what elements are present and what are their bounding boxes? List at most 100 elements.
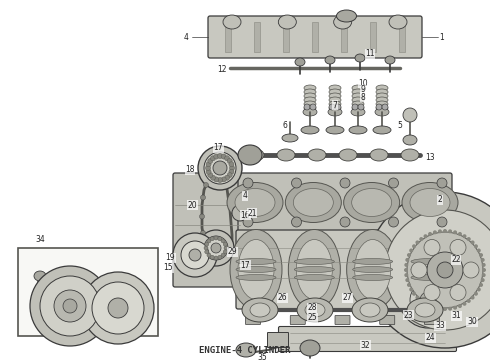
Text: 25: 25 [307, 314, 317, 323]
Ellipse shape [420, 292, 436, 308]
Ellipse shape [229, 162, 234, 167]
Ellipse shape [376, 101, 388, 107]
Ellipse shape [294, 258, 334, 265]
Ellipse shape [292, 178, 301, 188]
Ellipse shape [288, 230, 341, 310]
Ellipse shape [409, 248, 413, 252]
Ellipse shape [199, 214, 204, 219]
Ellipse shape [404, 263, 408, 267]
Text: 22: 22 [451, 256, 461, 265]
Ellipse shape [448, 229, 452, 233]
Text: 12: 12 [217, 66, 227, 75]
Ellipse shape [205, 166, 211, 171]
Ellipse shape [405, 258, 409, 262]
Text: 11: 11 [365, 49, 375, 58]
Text: 8: 8 [361, 93, 366, 102]
Ellipse shape [385, 210, 490, 330]
Text: ENGINE-4 CYLINDER: ENGINE-4 CYLINDER [199, 346, 291, 355]
Ellipse shape [308, 149, 326, 161]
Ellipse shape [416, 296, 419, 300]
Ellipse shape [376, 85, 388, 91]
Ellipse shape [329, 85, 341, 91]
Ellipse shape [450, 239, 466, 256]
Ellipse shape [236, 343, 256, 357]
Ellipse shape [243, 178, 253, 188]
Text: 4: 4 [243, 192, 247, 201]
Ellipse shape [206, 162, 211, 167]
Ellipse shape [340, 217, 350, 227]
Ellipse shape [443, 307, 447, 311]
Ellipse shape [413, 239, 449, 300]
Ellipse shape [376, 97, 388, 103]
Ellipse shape [376, 93, 388, 99]
Ellipse shape [295, 58, 305, 66]
Ellipse shape [325, 56, 335, 64]
Ellipse shape [352, 104, 358, 110]
Ellipse shape [329, 105, 341, 111]
Ellipse shape [477, 248, 481, 252]
Ellipse shape [355, 54, 365, 62]
Ellipse shape [355, 239, 391, 300]
Ellipse shape [305, 303, 325, 317]
Ellipse shape [207, 253, 211, 257]
Ellipse shape [227, 183, 283, 222]
Ellipse shape [433, 306, 437, 310]
Ellipse shape [376, 104, 382, 110]
Ellipse shape [213, 161, 227, 175]
Ellipse shape [304, 104, 310, 110]
Ellipse shape [214, 154, 219, 159]
Ellipse shape [373, 126, 391, 134]
Ellipse shape [238, 145, 262, 165]
Ellipse shape [405, 230, 457, 310]
Ellipse shape [353, 274, 392, 280]
Ellipse shape [352, 89, 364, 95]
Ellipse shape [479, 253, 483, 257]
Bar [341, 22, 347, 52]
Ellipse shape [438, 229, 442, 233]
Ellipse shape [479, 283, 483, 287]
Ellipse shape [229, 169, 234, 174]
Ellipse shape [236, 274, 276, 280]
Ellipse shape [223, 250, 227, 254]
Ellipse shape [404, 273, 408, 277]
Text: 28: 28 [307, 303, 317, 312]
Ellipse shape [404, 268, 408, 272]
Ellipse shape [227, 158, 232, 163]
Ellipse shape [223, 242, 227, 246]
Ellipse shape [438, 307, 442, 311]
Text: 5: 5 [397, 121, 402, 130]
Ellipse shape [358, 104, 364, 110]
Ellipse shape [301, 126, 319, 134]
Ellipse shape [389, 178, 398, 188]
Ellipse shape [329, 89, 341, 95]
Ellipse shape [224, 175, 229, 180]
Ellipse shape [218, 153, 222, 158]
Ellipse shape [407, 253, 411, 257]
Ellipse shape [300, 340, 320, 356]
Ellipse shape [427, 252, 463, 288]
Ellipse shape [304, 101, 316, 107]
Ellipse shape [54, 290, 86, 322]
Ellipse shape [63, 299, 77, 313]
Ellipse shape [352, 189, 392, 216]
Ellipse shape [352, 93, 364, 99]
Ellipse shape [214, 256, 218, 260]
Ellipse shape [410, 189, 450, 216]
Ellipse shape [467, 237, 471, 241]
Text: 13: 13 [425, 153, 435, 162]
Ellipse shape [218, 177, 222, 183]
Ellipse shape [294, 189, 333, 216]
Text: 34: 34 [35, 235, 45, 244]
Ellipse shape [437, 217, 447, 227]
FancyBboxPatch shape [380, 315, 395, 324]
Ellipse shape [232, 205, 248, 221]
Text: 4: 4 [184, 32, 189, 41]
Ellipse shape [352, 85, 364, 91]
Ellipse shape [92, 282, 144, 334]
Ellipse shape [415, 303, 435, 317]
Ellipse shape [419, 299, 423, 303]
Ellipse shape [428, 304, 432, 308]
Ellipse shape [34, 271, 46, 281]
Ellipse shape [294, 274, 334, 280]
Ellipse shape [407, 232, 483, 308]
